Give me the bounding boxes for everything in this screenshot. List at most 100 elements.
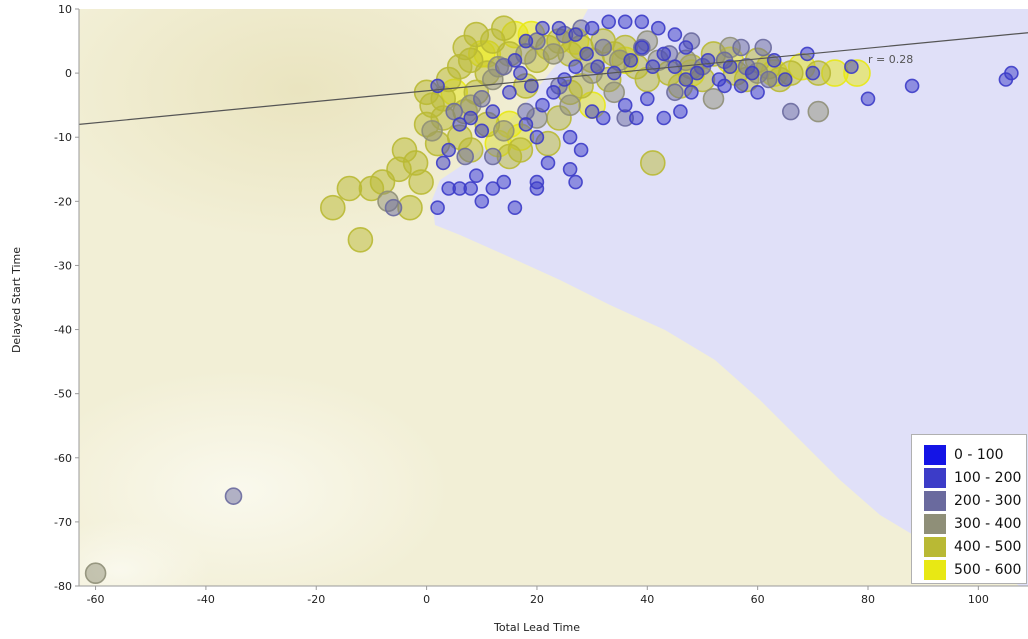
data-point [678,40,694,55]
data-point [623,52,639,68]
data-point [656,46,672,62]
legend-swatch [924,537,946,557]
data-point [84,562,107,585]
background-glow [79,520,210,586]
data-point [546,85,561,100]
data-point [542,43,565,65]
legend-label: 500 - 600 [954,562,1022,578]
data-point [518,33,534,49]
data-point [711,72,727,87]
data-point [441,181,457,196]
data-point [639,91,655,107]
y-tick-label: -40 [54,324,72,337]
data-point [472,90,491,108]
legend-item: 400 - 500 [924,536,1026,558]
data-point [1004,65,1019,81]
data-point [518,117,534,132]
data-point [573,142,589,158]
data-point [603,81,626,104]
legend-label: 100 - 200 [954,470,1022,486]
data-point [568,174,583,190]
x-ticks: -60 -40 -20 0 20 40 60 80 100 [87,586,989,606]
y-tick-label: -30 [54,259,72,272]
data-point [904,78,920,94]
data-point [673,104,688,119]
legend-label: 0 - 100 [954,447,1004,463]
data-point [529,181,545,196]
data-point [639,150,666,176]
data-point [750,85,765,100]
data-point [650,20,666,36]
data-point [445,102,464,121]
data-point [463,110,479,126]
data-point [507,137,534,163]
legend: 0 - 100 100 - 200 200 - 300 300 - 400 400 - … [911,434,1027,584]
data-point [435,155,451,171]
data-point [732,38,750,57]
x-tick-label: 20 [530,593,544,606]
data-point [595,110,611,126]
regression-line [79,32,1028,125]
data-point [766,52,782,68]
y-tick-label: -70 [54,516,72,529]
data-point [759,70,778,89]
data-point [590,59,605,74]
data-point [490,15,517,42]
data-point [557,72,572,87]
data-point [733,78,749,94]
data-point [430,200,445,215]
data-point [513,65,528,81]
data-point [474,123,490,139]
data-point [529,129,545,145]
data-point [689,65,705,81]
data-point [601,14,617,30]
data-point [666,83,684,102]
legend-swatch [924,560,946,580]
data-point [408,169,434,195]
x-tick-label: 100 [968,593,989,606]
data-point [347,227,374,253]
data-points [84,14,1019,585]
legend-swatch [924,514,946,534]
data-point [754,38,773,57]
data-point [744,65,760,81]
data-point [844,59,859,74]
data-point [628,110,644,126]
legend-label: 300 - 400 [954,516,1022,532]
y-tick-label: -60 [54,452,72,465]
x-tick-label: 80 [861,593,875,606]
data-point [456,147,475,166]
legend-item: 500 - 600 [924,559,1026,581]
data-point [507,200,523,215]
data-point [224,487,243,506]
y-tick-label: -10 [54,131,72,144]
data-point [384,198,403,217]
data-point [524,78,539,94]
data-point [559,94,581,116]
data-point [700,52,716,68]
data-point [860,91,876,107]
legend-swatch [924,445,946,465]
legend-item: 100 - 200 [924,467,1026,489]
data-point [568,59,583,74]
legend-swatch [924,468,946,488]
data-point [645,59,661,74]
data-point [702,88,725,110]
legend-item: 0 - 100 [924,444,1026,466]
data-point [551,20,567,36]
data-point [535,20,550,36]
data-point [805,65,821,81]
y-axis-label: Delayed Start Time [10,247,23,353]
y-tick-label: -20 [54,195,72,208]
data-point [507,52,523,68]
data-point [634,40,650,55]
data-point [474,194,490,209]
data-point [485,181,501,196]
axes: -60 -40 -20 0 20 40 60 80 100 100-10-20-30-40-50… [54,3,1028,606]
data-point [781,102,800,121]
data-point [452,117,468,132]
x-tick-label: 40 [640,593,654,606]
legend-swatch [924,491,946,511]
y-ticks: 10 0 -10 -20 -30 -40 -50 -60 -70 -80 [54,3,79,593]
